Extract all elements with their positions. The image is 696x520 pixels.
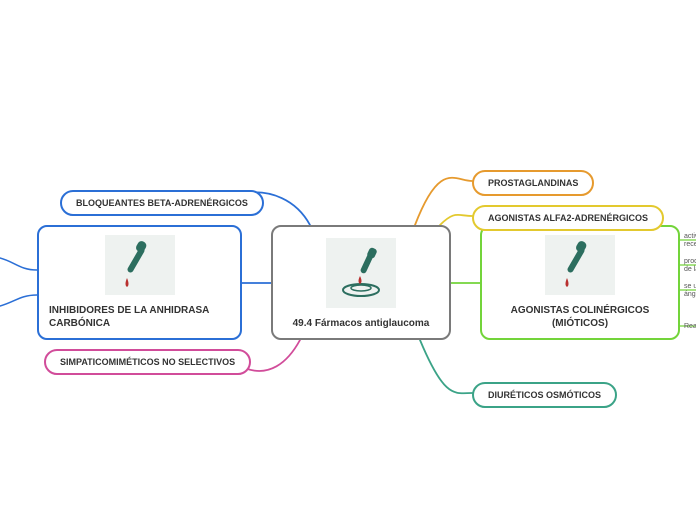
left-node-inhibidores: INHIBIDORES DE LA ANHIDRASA CARBÓNICA (37, 225, 242, 340)
note-fragment: Reac (684, 323, 696, 330)
dropper-icon (545, 235, 615, 295)
left-node-label: INHIBIDORES DE LA ANHIDRASA CARBÓNICA (49, 305, 230, 330)
note-fragment: prod (684, 258, 696, 265)
dropper-icon (105, 235, 175, 295)
pill-alfa2: AGONISTAS ALFA2-ADRENÉRGICOS (472, 205, 664, 231)
pill-diur: DIURÉTICOS OSMÓTICOS (472, 382, 617, 408)
dropper-dish-icon (326, 238, 396, 308)
pill-prost: PROSTAGLANDINAS (472, 170, 594, 196)
pill-bloq: BLOQUEANTES BETA-ADRENÉRGICOS (60, 190, 264, 216)
note-fragment: recep (684, 241, 696, 248)
pill-simpa: SIMPATICOMIMÉTICOS NO SELECTIVOS (44, 349, 251, 375)
central-node: 49.4 Fármacos antiglaucoma (271, 225, 451, 340)
central-node-label: 49.4 Fármacos antiglaucoma (293, 318, 430, 331)
note-fragment: activa (684, 233, 696, 240)
note-fragment: ángu (684, 291, 696, 298)
right-node-agonistas: AGONISTAS COLINÉRGICOS (MIÓTICOS) (480, 225, 680, 340)
note-fragment: de la (684, 266, 696, 273)
right-node-label: AGONISTAS COLINÉRGICOS (MIÓTICOS) (492, 305, 668, 330)
note-fragment: se ut (684, 283, 696, 290)
